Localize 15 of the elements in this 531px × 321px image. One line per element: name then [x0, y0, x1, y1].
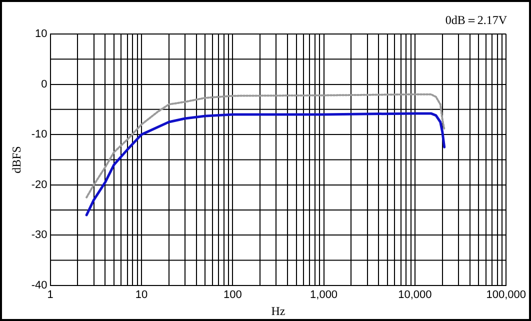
text: 0dB＝2.17V: [445, 12, 507, 29]
x-axis-title: Hz: [271, 304, 286, 318]
x-tick-label: 10: [135, 289, 148, 302]
y-axis-title: dBFS: [9, 146, 24, 174]
y-tick-label: 10: [35, 28, 48, 40]
x-tick-label: 10,000: [398, 289, 432, 302]
y-tick-label: -20: [31, 178, 48, 191]
x-tick-label: 100: [223, 289, 242, 302]
y-tick-label: -10: [31, 128, 48, 141]
y-tick-label: 0: [41, 78, 48, 90]
y-tick-label: -30: [31, 229, 48, 242]
x-tick-label: 1,000: [310, 289, 338, 302]
y-tick-label: -40: [31, 279, 48, 292]
x-tick-label: 1: [47, 289, 54, 302]
x-tick-label: 100,000: [486, 289, 526, 302]
